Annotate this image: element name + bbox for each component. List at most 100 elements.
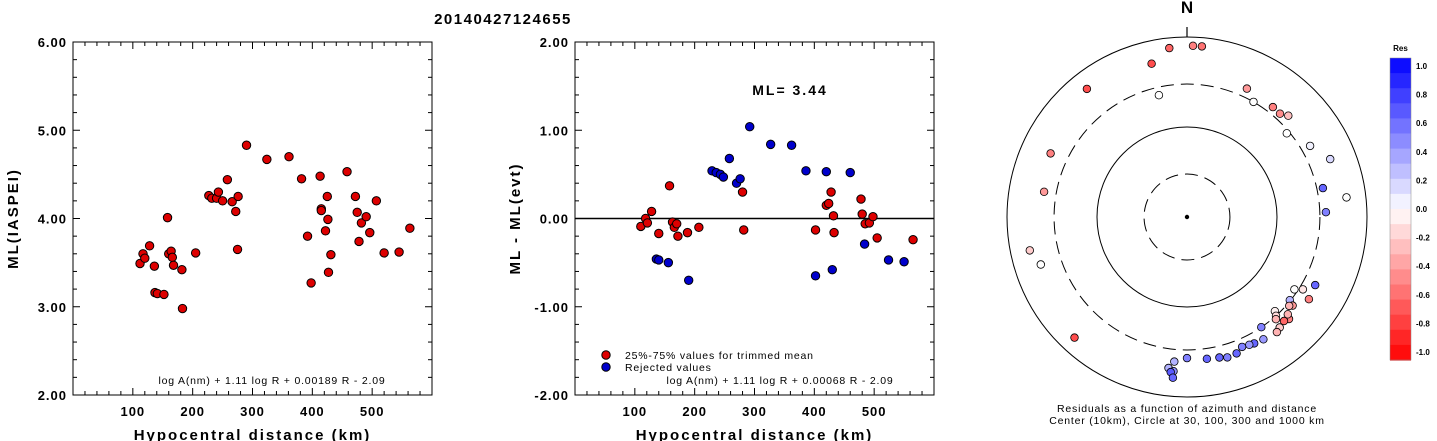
station-marker [1165,43,1174,53]
colorbar-tick-label: 0.2 [1416,176,1428,185]
data-point [354,236,364,247]
data-point [306,278,316,288]
y-tick-label: 6.00 [38,35,67,50]
data-point [739,225,749,235]
data-point [654,255,664,265]
data-point [826,187,836,197]
data-point [371,196,382,206]
data-point [316,205,327,216]
colorbar-tick-label: 1.0 [1416,62,1428,71]
y-tick-label: 2.00 [540,35,569,50]
data-point [140,253,150,263]
y-tick-label: 4.00 [38,212,67,227]
x-tick-label: 400 [802,404,827,419]
station-marker [1237,342,1247,352]
data-point [361,212,371,222]
data-point [672,219,682,229]
data-point [144,241,155,251]
data-point [217,196,228,206]
distance-circle-300km [1053,83,1321,351]
station-marker [1170,357,1179,366]
figure-title: 20140427124655 [434,11,572,28]
data-point [262,154,272,165]
data-point [315,171,325,181]
data-point [241,140,252,150]
data-point [326,249,336,260]
legend-marker [601,362,611,372]
data-point [735,174,745,184]
data-point [810,225,821,235]
y-tick-label: -1.00 [534,300,569,315]
data-point [786,140,797,150]
station-marker [1249,97,1258,107]
data-point [222,174,233,185]
x-tick-label: 300 [742,404,767,419]
data-point [302,231,313,241]
y-tick-label: -2.00 [534,388,569,403]
y-axis-label: ML(IASPEI) [5,168,22,269]
data-point [827,264,837,275]
data-point [284,152,294,162]
data-point [323,214,333,225]
x-tick-label: 300 [240,404,265,419]
y-tick-label: 5.00 [38,123,67,138]
data-point [856,194,866,204]
colorbar-tick-label: -1.0 [1416,348,1430,357]
data-point [233,191,243,202]
station-marker [1282,129,1291,138]
station-marker [1188,41,1198,50]
data-point [350,191,361,202]
data-point [159,289,169,300]
colorbar-tick-label: -0.8 [1416,319,1430,328]
data-point [654,228,664,239]
data-point [394,247,404,257]
data-point [177,264,187,275]
colorbar-segment [1390,193,1411,210]
colorbar-segment [1390,209,1411,225]
station-marker [1257,323,1266,332]
data-point [821,167,831,177]
station-marker [1168,373,1178,382]
map-caption-line-1: Residuals as a function of azimuth and d… [1057,403,1317,415]
station-marker [1275,109,1285,118]
data-point [149,261,160,271]
data-point [823,198,834,209]
station-marker [1245,340,1254,349]
colorbar-segment [1390,239,1411,255]
data-point [323,267,334,278]
colorbar-segment [1390,103,1411,119]
data-point [908,234,918,245]
station-marker [1197,42,1207,51]
data-point [646,206,657,217]
ml-vs-distance-panel: 100 200 300 400 500 2.00 3.00 4.00 5.00 6.00 Hypoc… [5,35,433,441]
data-point [352,207,362,218]
data-point [683,275,694,285]
data-point [765,139,776,150]
data-point [296,174,307,184]
colorbar-segment [1390,344,1411,361]
colorbar-tick-label: 0.0 [1416,205,1428,214]
data-point [227,197,237,207]
station-marker [1284,111,1293,120]
colorbar-tick-label: -0.2 [1416,234,1430,243]
colorbar-segment [1390,148,1411,165]
colorbar-tick-label: -0.6 [1416,291,1430,300]
data-point [810,271,821,281]
data-point [379,248,389,258]
x-axis-label: Hypocentral distance (km) [636,427,874,441]
data-point [801,166,811,176]
station-marker [1290,285,1299,294]
data-point [745,122,755,132]
data-point [872,233,882,243]
colorbar-segment [1390,314,1411,331]
data-point [845,167,855,178]
data-point [162,212,173,223]
station-marker [1154,90,1164,100]
data-point [213,187,224,197]
station-marker [1304,295,1314,304]
data-point [177,303,188,314]
y-axis-label: ML - ML(evt) [507,162,524,274]
data-point [724,153,735,164]
distance-circle-100km [1096,126,1278,308]
